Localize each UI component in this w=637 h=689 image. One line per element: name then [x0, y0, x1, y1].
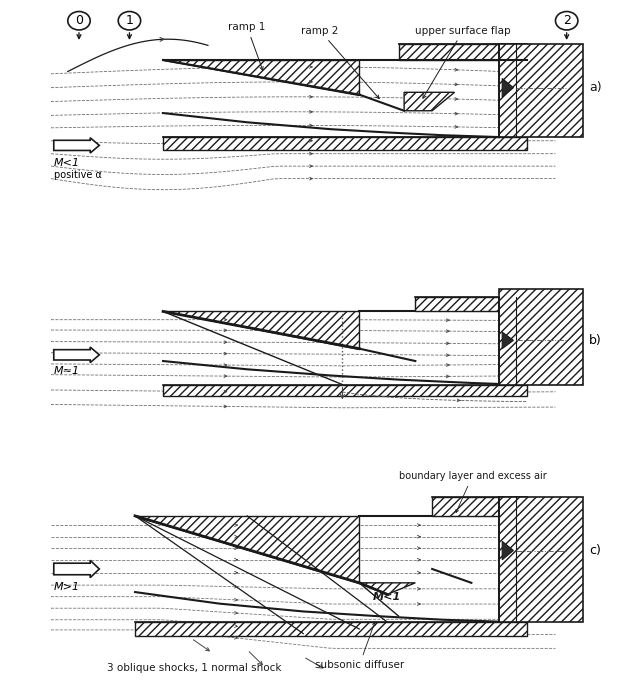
Text: 1: 1	[125, 14, 133, 28]
Text: subsonic diffuser: subsonic diffuser	[315, 622, 404, 670]
Text: boundary layer and excess air: boundary layer and excess air	[399, 471, 547, 513]
Text: 0: 0	[75, 14, 83, 28]
Polygon shape	[163, 311, 359, 349]
Polygon shape	[163, 137, 527, 150]
Text: M≈1: M≈1	[54, 367, 80, 376]
Text: ramp 2: ramp 2	[301, 25, 379, 99]
Polygon shape	[135, 622, 527, 636]
FancyArrow shape	[54, 560, 99, 577]
Polygon shape	[432, 497, 527, 516]
FancyArrow shape	[54, 138, 99, 153]
Text: M<1: M<1	[373, 592, 401, 601]
Text: a): a)	[589, 81, 602, 94]
Text: M<1: M<1	[54, 158, 80, 168]
Text: b): b)	[589, 334, 602, 347]
Bar	[499, 44, 583, 137]
Text: ramp 1: ramp 1	[229, 22, 266, 70]
Text: 2: 2	[562, 14, 571, 28]
Bar	[499, 497, 583, 622]
Bar	[499, 289, 583, 384]
Polygon shape	[415, 297, 527, 311]
Polygon shape	[163, 60, 359, 94]
Text: M>1: M>1	[54, 582, 80, 593]
Polygon shape	[404, 92, 455, 111]
Polygon shape	[502, 332, 513, 349]
Polygon shape	[502, 79, 513, 97]
Polygon shape	[502, 542, 513, 559]
Text: positive α: positive α	[54, 170, 102, 181]
Polygon shape	[359, 583, 415, 595]
Text: c): c)	[589, 544, 601, 557]
Text: 3 oblique shocks, 1 normal shock: 3 oblique shocks, 1 normal shock	[107, 664, 282, 673]
Text: upper surface flap: upper surface flap	[415, 25, 511, 99]
Polygon shape	[399, 44, 527, 60]
Polygon shape	[135, 516, 359, 583]
Polygon shape	[163, 384, 527, 396]
FancyArrow shape	[54, 347, 99, 362]
